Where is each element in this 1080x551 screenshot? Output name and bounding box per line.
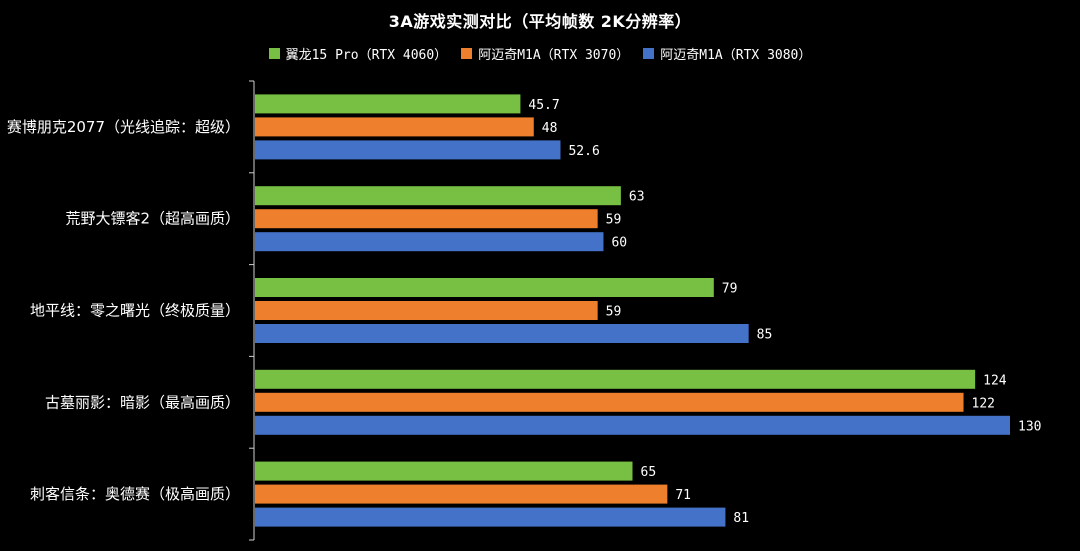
bar-series-3-category-2 [255, 232, 604, 252]
value-label-series-2-category-3: 59 [606, 305, 622, 320]
value-label-series-3-category-4: 130 [1018, 419, 1041, 434]
value-label-series-1-category-5: 65 [641, 465, 657, 480]
bar-series-1-category-3 [255, 278, 714, 297]
value-label-series-1-category-4: 124 [983, 373, 1007, 388]
value-label-series-3-category-1: 52.6 [568, 144, 599, 159]
bar-series-1-category-2 [255, 186, 621, 206]
value-label-series-1-category-1: 45.7 [528, 98, 559, 113]
bar-series-2-category-1 [255, 117, 534, 137]
value-label-series-2-category-5: 71 [675, 488, 691, 503]
value-label-series-1-category-3: 79 [722, 282, 738, 297]
category-label-5: 刺客信条：奥德赛（极高画质） [30, 485, 240, 503]
legend-item-series-2: 阿迈奇M1A（RTX 3070） [461, 44, 629, 63]
value-label-series-2-category-4: 122 [972, 396, 995, 411]
value-label-series-3-category-5: 81 [733, 511, 749, 526]
legend-swatch-series-1 [268, 48, 280, 59]
category-label-1: 赛博朋克2077（光线追踪：超级） [7, 118, 240, 136]
chart-title: 3A游戏实测对比（平均帧数 2K分辨率） [388, 12, 692, 31]
bar-series-1-category-5 [255, 461, 633, 481]
bar-series-3-category-4 [255, 415, 1010, 435]
legend-item-series-3: 阿迈奇M1A（RTX 3080） [643, 44, 811, 63]
category-label-4: 古墓丽影：暗影（最高画质） [45, 393, 240, 411]
legend-label-series-1: 翼龙15 Pro（RTX 4060） [285, 48, 448, 63]
value-label-series-3-category-3: 85 [757, 328, 773, 343]
legend-swatch-series-3 [643, 48, 655, 59]
chart-legend: 翼龙15 Pro（RTX 4060） 阿迈奇M1A（RTX 3070） 阿迈奇M… [0, 44, 1080, 63]
legend-label-series-2: 阿迈奇M1A（RTX 3070） [478, 48, 630, 63]
bar-series-3-category-1 [255, 140, 561, 160]
bar-series-3-category-5 [255, 507, 726, 527]
bar-series-1-category-4 [255, 369, 976, 389]
legend-item-series-1: 翼龙15 Pro（RTX 4060） [268, 44, 448, 63]
value-label-series-2-category-2: 59 [606, 213, 622, 228]
bar-series-2-category-2 [255, 209, 598, 229]
category-label-3: 地平线：零之曙光（终极质量） [30, 302, 240, 320]
bar-series-2-category-4 [255, 392, 964, 412]
value-label-series-3-category-2: 60 [611, 236, 627, 251]
bar-series-1-category-1 [255, 94, 521, 114]
legend-label-series-3: 阿迈奇M1A（RTX 3080） [660, 48, 812, 63]
bar-series-3-category-3 [255, 324, 749, 343]
bar-series-2-category-5 [255, 484, 668, 504]
category-label-2: 荒野大镖客2（超高画质） [65, 210, 240, 228]
legend-swatch-series-2 [461, 48, 473, 59]
bar-series-2-category-3 [255, 301, 598, 320]
value-label-series-2-category-1: 48 [542, 121, 558, 136]
value-label-series-1-category-2: 63 [629, 190, 645, 205]
